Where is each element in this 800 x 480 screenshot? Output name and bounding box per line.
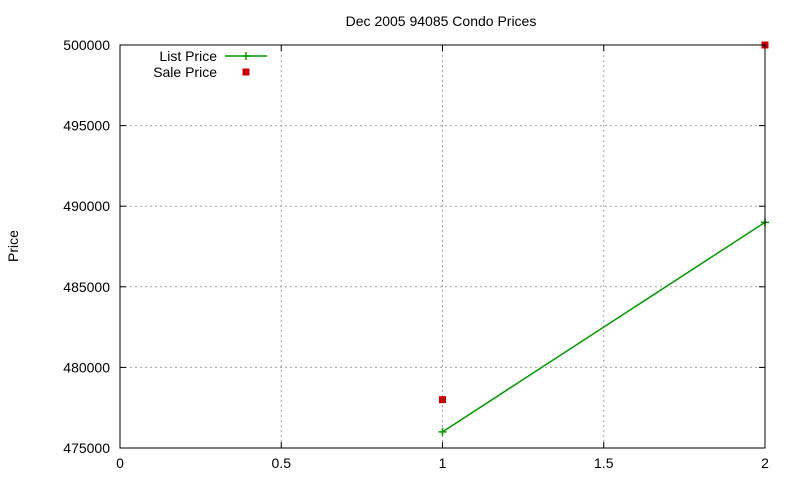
y-tick-label: 490000	[63, 198, 110, 214]
axis-ticks: 0 0.5 1 1.5 2 475000 480000 485000 490000 495000 5…	[63, 37, 769, 471]
data-point-list-price	[438, 427, 447, 436]
grid	[120, 45, 765, 448]
x-tick-label: 2	[761, 455, 769, 471]
x-tick-label: 0	[116, 455, 124, 471]
legend-label: List Price	[159, 48, 217, 64]
plot-frame	[119, 44, 766, 449]
chart-title: Dec 2005 94085 Condo Prices	[346, 13, 537, 29]
legend-label: Sale Price	[153, 64, 217, 80]
y-tick-label: 475000	[63, 440, 110, 456]
y-tick-label: 495000	[63, 118, 110, 134]
series-line-0	[442, 221, 766, 433]
legend-marker-sale-price	[242, 68, 250, 76]
x-tick-label: 1	[439, 455, 447, 471]
x-tick-label: 1.5	[594, 455, 614, 471]
legend-marker-list-price	[242, 52, 250, 60]
x-tick-label: 0.5	[272, 455, 292, 471]
y-tick-label: 500000	[63, 37, 110, 53]
y-tick-label: 485000	[63, 279, 110, 295]
data-point-sale-price	[439, 396, 446, 404]
y-tick-label: 480000	[63, 359, 110, 375]
y-axis-label: Price	[5, 230, 21, 262]
